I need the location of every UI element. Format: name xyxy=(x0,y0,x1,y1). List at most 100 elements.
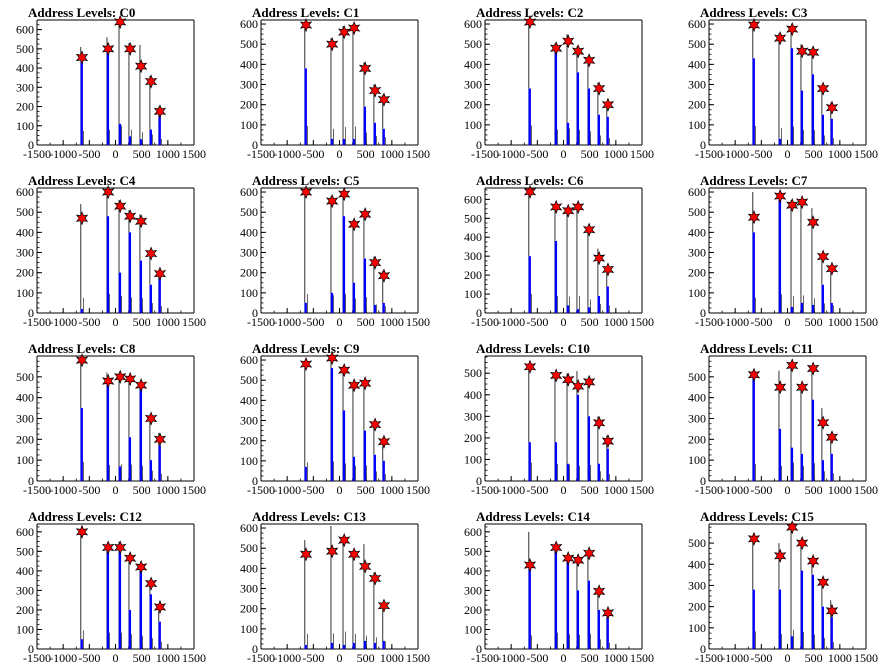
chart-plot: 0 100 200 300 400 500 -1500-1000 -500 0 500 1000 15… xyxy=(16,353,206,497)
star-icon xyxy=(562,203,575,218)
x-tick-label: -1500 xyxy=(471,315,499,329)
star-icon xyxy=(325,37,339,52)
blue-bar xyxy=(304,644,307,649)
y-tick-label: 400 xyxy=(240,225,258,239)
blue-bar xyxy=(330,138,334,145)
chart-title: Address Levels: C6 xyxy=(476,173,584,188)
star-icon xyxy=(123,551,137,566)
star-icon xyxy=(601,605,615,621)
star-icon xyxy=(549,540,563,555)
star-icon xyxy=(816,575,830,590)
y-tick-label: 500 xyxy=(240,37,258,51)
blue-bar xyxy=(139,383,143,481)
x-tick-label: 1000 xyxy=(380,651,404,665)
chart-title: Address Levels: C15 xyxy=(700,509,814,524)
blue-bar xyxy=(363,430,367,481)
y-tick-label: 300 xyxy=(16,583,34,597)
y-tick-label: 100 xyxy=(464,118,482,132)
x-tick-label: -500 xyxy=(78,651,100,665)
blue-bar xyxy=(606,615,609,649)
y-tick-label: 400 xyxy=(16,391,34,405)
star-icon xyxy=(377,598,391,613)
x-tick-label: -500 xyxy=(526,147,548,161)
x-tick-label: 1000 xyxy=(380,147,404,161)
x-tick-label: 500 xyxy=(133,147,151,161)
star-icon xyxy=(806,553,820,569)
x-tick-label: -1000 xyxy=(497,315,525,329)
star-icon xyxy=(786,197,799,213)
y-tick-label: 200 xyxy=(240,98,258,112)
blue-bar xyxy=(597,114,600,145)
x-tick-label: -500 xyxy=(750,147,772,161)
star-icon xyxy=(101,373,115,389)
y-tick-label: 100 xyxy=(16,453,34,467)
x-tick-label: -500 xyxy=(750,483,772,497)
star-icon xyxy=(368,83,382,98)
x-tick-label: 1000 xyxy=(156,147,180,161)
chart-panel: 0 100 200 300 400 500 600 -1500 -1000 -500 0 500 100… xyxy=(0,504,224,672)
y-tick-label: 0 xyxy=(700,306,706,320)
star-icon xyxy=(795,44,809,59)
blue-bar xyxy=(80,57,83,145)
star-icon xyxy=(299,17,313,33)
y-tick-label: 100 xyxy=(464,452,482,466)
star-icon xyxy=(114,198,127,214)
y-tick-label: 400 xyxy=(240,57,258,71)
blue-bar xyxy=(811,74,815,145)
y-tick-label: 100 xyxy=(240,118,258,132)
x-tick-label: 1500 xyxy=(854,651,878,665)
blue-bar xyxy=(128,232,132,313)
y-tick-label: 100 xyxy=(688,118,706,132)
x-tick-label: 500 xyxy=(805,147,823,161)
x-tick-label: 1000 xyxy=(156,651,180,665)
y-tick-label: 0 xyxy=(28,474,34,488)
star-icon xyxy=(806,215,820,230)
x-tick-label: 500 xyxy=(357,483,375,497)
y-tick-label: 400 xyxy=(688,225,706,239)
blue-bar xyxy=(304,466,307,481)
blue-bar xyxy=(149,284,152,313)
chart-plot: 0 100 200 300 400 500 600 -1500-1000 -500 0 500 100… xyxy=(464,14,654,161)
y-tick-label: 0 xyxy=(252,138,258,152)
x-tick-label: -1000 xyxy=(49,315,77,329)
y-tick-label: 100 xyxy=(16,622,34,636)
star-icon xyxy=(101,540,115,555)
blue-bar xyxy=(790,48,794,145)
star-icon xyxy=(114,369,127,384)
x-tick-label: 1500 xyxy=(182,147,206,161)
chart-title: Address Levels: C5 xyxy=(252,173,360,188)
y-tick-label: 500 xyxy=(16,544,34,558)
x-tick-label: -500 xyxy=(78,483,100,497)
x-tick-label: 500 xyxy=(581,147,599,161)
x-tick-label: 1500 xyxy=(630,483,654,497)
star-icon xyxy=(747,210,761,225)
chart-panel: 0 100 200 300 400 500 600 -1500 -1000 -500 0 500 100… xyxy=(224,336,448,504)
y-tick-label: 300 xyxy=(16,246,34,260)
x-tick-label: -1000 xyxy=(497,483,525,497)
blue-bar xyxy=(158,116,161,145)
star-icon xyxy=(773,548,787,563)
star-icon xyxy=(571,199,585,215)
blue-bar xyxy=(158,621,161,649)
y-tick-label: 400 xyxy=(16,61,34,75)
chart-panel: 0 100 200 300 400 500 -1500 -1000 -500 0 500 1000 15… xyxy=(672,504,896,672)
x-tick-label: 1000 xyxy=(380,315,404,329)
y-tick-label: 300 xyxy=(464,583,482,597)
star-icon xyxy=(325,193,339,209)
blue-bar xyxy=(554,241,558,313)
y-tick-label: 300 xyxy=(240,414,258,428)
y-tick-label: 0 xyxy=(252,642,258,656)
star-icon xyxy=(773,188,787,204)
y-tick-label: 0 xyxy=(28,642,34,656)
x-tick-label: 500 xyxy=(805,483,823,497)
blue-bar xyxy=(778,428,782,481)
y-tick-label: 600 xyxy=(464,192,482,206)
y-tick-label: 0 xyxy=(476,138,482,152)
blue-bar xyxy=(304,302,307,313)
x-tick-label: -500 xyxy=(526,483,548,497)
star-icon xyxy=(562,34,575,49)
star-icon xyxy=(806,361,820,376)
y-tick-label: 200 xyxy=(464,98,482,112)
x-tick-label: 500 xyxy=(357,651,375,665)
blue-bar xyxy=(597,295,600,313)
